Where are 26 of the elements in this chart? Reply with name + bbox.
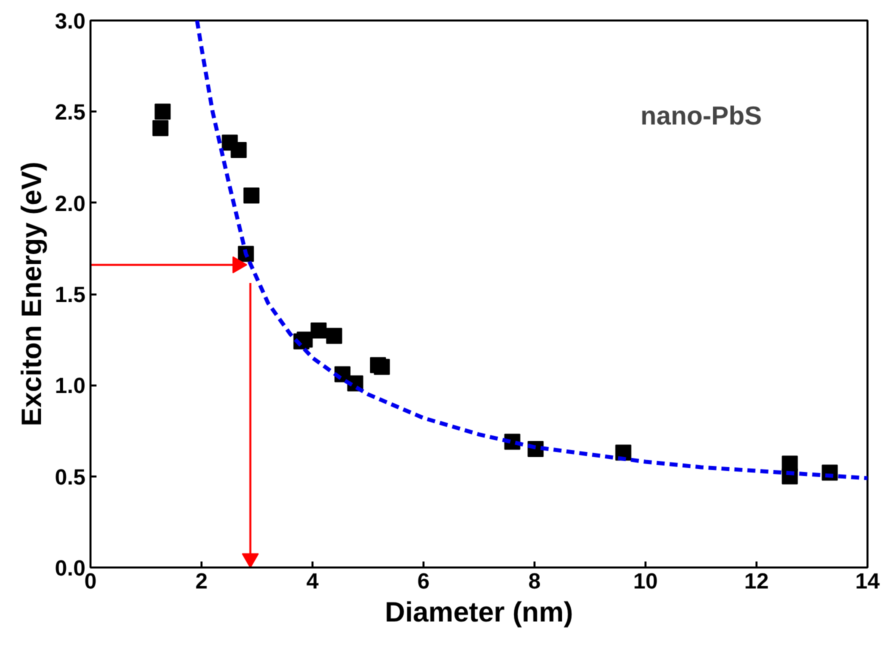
y-tick-label: 1.0 — [54, 373, 86, 398]
y-tick-label: 0.0 — [54, 556, 86, 580]
x-tick-label: 0 — [84, 568, 97, 594]
point — [230, 142, 247, 158]
line-series — [195, 20, 868, 480]
x-axis-title: Diameter (nm) — [384, 596, 574, 628]
point — [243, 188, 260, 204]
annotation: nano-PbS — [640, 100, 762, 130]
x-tick-label: 12 — [744, 568, 769, 594]
x-tick-label: 10 — [633, 568, 658, 594]
x-tick-label: 4 — [306, 568, 320, 594]
x-tick-label: 14 — [855, 568, 880, 594]
point — [154, 104, 171, 120]
y-tick-label: 1.5 — [54, 282, 86, 307]
y-tick-label: 3.0 — [54, 8, 86, 34]
x-tick-label: 2 — [195, 568, 208, 594]
y-axis-title: Exciton Energy (eV) — [16, 162, 47, 426]
point — [152, 120, 168, 136]
point — [374, 358, 390, 375]
y-tick-label: 2.5 — [54, 100, 86, 125]
point — [326, 328, 342, 344]
x-tick-label: 8 — [528, 568, 541, 594]
x-tick-label: 6 — [417, 568, 430, 594]
y-tick-label: 2.0 — [54, 190, 86, 216]
y-tick-label: 0.5 — [54, 464, 86, 490]
point — [310, 322, 327, 338]
